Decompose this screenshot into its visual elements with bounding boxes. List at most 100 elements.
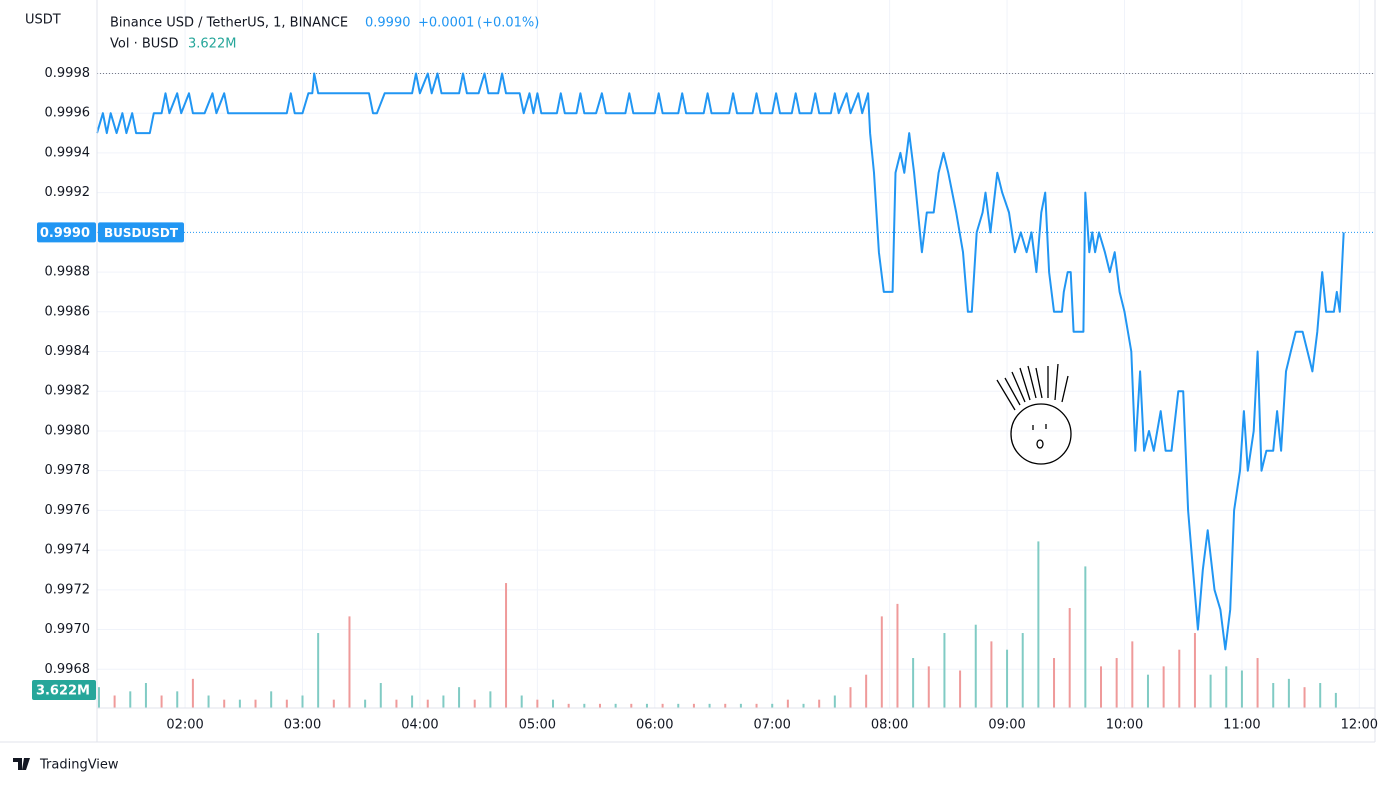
volume-bar <box>567 703 570 708</box>
volume-bar <box>301 695 304 708</box>
volume-bar <box>505 583 508 708</box>
volume-bar <box>97 687 100 708</box>
legend-volume-value: 3.622M <box>188 37 236 52</box>
x-tick-label: 04:00 <box>401 718 438 733</box>
y-tick-label: 0.9968 <box>45 662 91 677</box>
volume-bar <box>1193 633 1196 708</box>
volume-bar <box>1037 541 1040 708</box>
volume-bar <box>191 678 194 708</box>
y-tick-label: 0.9996 <box>45 106 91 121</box>
y-tick-label: 0.9980 <box>45 423 91 438</box>
volume-bar <box>833 695 836 708</box>
volume-bar <box>818 699 821 708</box>
volume-tag: 3.622M <box>36 684 90 699</box>
volume-bar <box>677 703 680 708</box>
legend-volume-name: Vol · BUSD <box>110 37 179 52</box>
volume-bar <box>1256 658 1259 708</box>
volume-bar <box>1225 666 1228 708</box>
axis-title: USDT <box>25 13 61 28</box>
volume-bar <box>144 683 147 708</box>
volume-bar <box>442 695 445 708</box>
volume-bar <box>1146 674 1149 708</box>
volume-bar <box>1240 670 1243 708</box>
volume-bar <box>379 683 382 708</box>
x-tick-label: 08:00 <box>871 718 908 733</box>
x-tick-label: 05:00 <box>519 718 556 733</box>
x-tick-label: 09:00 <box>988 718 1025 733</box>
volume-bar <box>927 666 930 708</box>
price-tag-box <box>37 222 96 243</box>
volume-bar <box>1084 566 1087 708</box>
volume-bar <box>598 703 601 708</box>
volume-tag-box <box>32 680 96 700</box>
volume-bar <box>1287 678 1290 708</box>
volume-bar <box>661 703 664 708</box>
volume-bar <box>270 691 273 708</box>
doodle-face <box>996 363 1072 465</box>
y-tick-label: 0.9992 <box>45 185 91 200</box>
x-tick-label: 11:00 <box>1223 718 1260 733</box>
y-tick-label: 0.9998 <box>45 66 91 81</box>
volume-bar <box>411 695 414 708</box>
volume-bar <box>1053 658 1056 708</box>
volume-bar <box>160 695 163 708</box>
volume-pane <box>97 541 1337 708</box>
volume-bar <box>1131 641 1134 708</box>
volume-bar <box>990 641 993 708</box>
volume-bar <box>943 633 946 708</box>
brand-logo <box>13 758 30 770</box>
volume-bar <box>458 687 461 708</box>
y-tick-label: 0.9982 <box>45 384 91 399</box>
y-tick-label: 0.9994 <box>45 145 91 160</box>
volume-bar <box>1319 683 1322 708</box>
volume-bar <box>1006 649 1009 708</box>
x-tick-label: 03:00 <box>284 718 321 733</box>
volume-bar <box>552 699 555 708</box>
y-tick-label: 0.9976 <box>45 503 91 518</box>
price-tag: 0.9990 <box>40 226 90 241</box>
x-tick-label: 10:00 <box>1106 718 1143 733</box>
volume-bar <box>802 703 805 708</box>
volume-bar <box>692 703 695 708</box>
x-tick-label: 07:00 <box>753 718 790 733</box>
brand: TradingView <box>39 758 119 773</box>
volume-bar <box>489 691 492 708</box>
volume-bar <box>865 674 868 708</box>
volume-bar <box>176 691 179 708</box>
y-tick-label: 0.9984 <box>45 344 91 359</box>
volume-bar <box>1100 666 1103 708</box>
x-tick-label: 12:00 <box>1341 718 1378 733</box>
volume-bar <box>739 703 742 708</box>
legend-last: 0.9990 <box>365 16 411 31</box>
volume-bar <box>645 703 648 708</box>
volume-bar <box>395 699 398 708</box>
price-line <box>96 72 1345 651</box>
volume-bar <box>223 699 226 708</box>
volume-bar <box>520 695 523 708</box>
ticker-tag: BUSDUSDT <box>104 226 179 240</box>
volume-bar <box>708 703 711 708</box>
volume-bar <box>1303 687 1306 708</box>
y-tick-label: 0.9974 <box>45 543 91 558</box>
volume-bar <box>113 695 116 708</box>
volume-bar <box>207 695 210 708</box>
volume-bar <box>1162 666 1165 708</box>
volume-bar <box>473 699 476 708</box>
volume-bar <box>426 699 429 708</box>
volume-bar <box>364 699 367 708</box>
y-tick-label: 0.9978 <box>45 463 91 478</box>
y-tick-label: 0.9986 <box>45 304 91 319</box>
volume-bar <box>238 699 241 708</box>
volume-bar <box>285 699 288 708</box>
volume-bar <box>1272 683 1275 708</box>
volume-bar <box>786 699 789 708</box>
volume-bar <box>583 703 586 708</box>
volume-bar <box>630 703 633 708</box>
volume-bar <box>317 633 320 708</box>
volume-bar <box>880 616 883 708</box>
volume-bar <box>614 703 617 708</box>
price-pane <box>96 72 1375 651</box>
ticker-tag-box <box>98 222 184 243</box>
